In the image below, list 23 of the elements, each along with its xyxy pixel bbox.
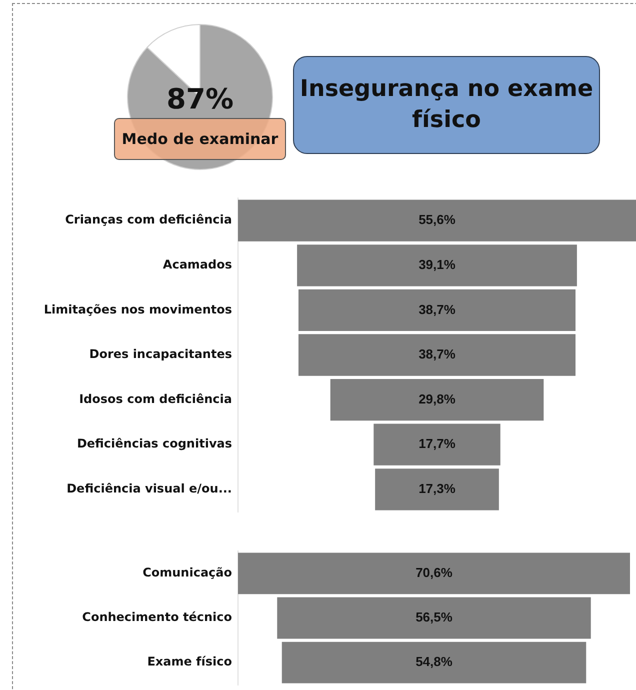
- data-label: 87%: [166, 82, 234, 116]
- data-label: 38,7%: [418, 346, 456, 362]
- data-label: 17,3%: [418, 480, 456, 496]
- category-label: Deficiência visual e/ou...: [66, 482, 232, 496]
- category-label: Crianças com deficiência: [65, 212, 232, 227]
- data-label: 56,5%: [416, 610, 453, 625]
- category-label: Dores incapacitantes: [89, 347, 232, 362]
- data-label: 38,7%: [418, 302, 456, 317]
- data-label: 39,1%: [418, 256, 456, 272]
- category-label: Deficiências cognitivas: [76, 436, 232, 451]
- data-label: 17,7%: [418, 436, 456, 452]
- category-label: Exame físico: [147, 654, 232, 669]
- data-label: 55,6%: [418, 212, 456, 228]
- category-label: Idosos com deficiência: [79, 392, 232, 406]
- slice-label: Medo de examinar: [114, 118, 286, 160]
- data-label: 29,8%: [418, 391, 456, 406]
- category-label: Comunicação: [142, 566, 232, 580]
- data-label: 70,6%: [416, 565, 453, 580]
- category-label: Conhecimento técnico: [82, 610, 232, 624]
- category-label: Limitações nos movimentos: [44, 302, 232, 316]
- data-label: 54,8%: [416, 654, 453, 670]
- text: Insegurança no exame físico: [293, 56, 600, 154]
- category-label: Acamados: [162, 258, 232, 272]
